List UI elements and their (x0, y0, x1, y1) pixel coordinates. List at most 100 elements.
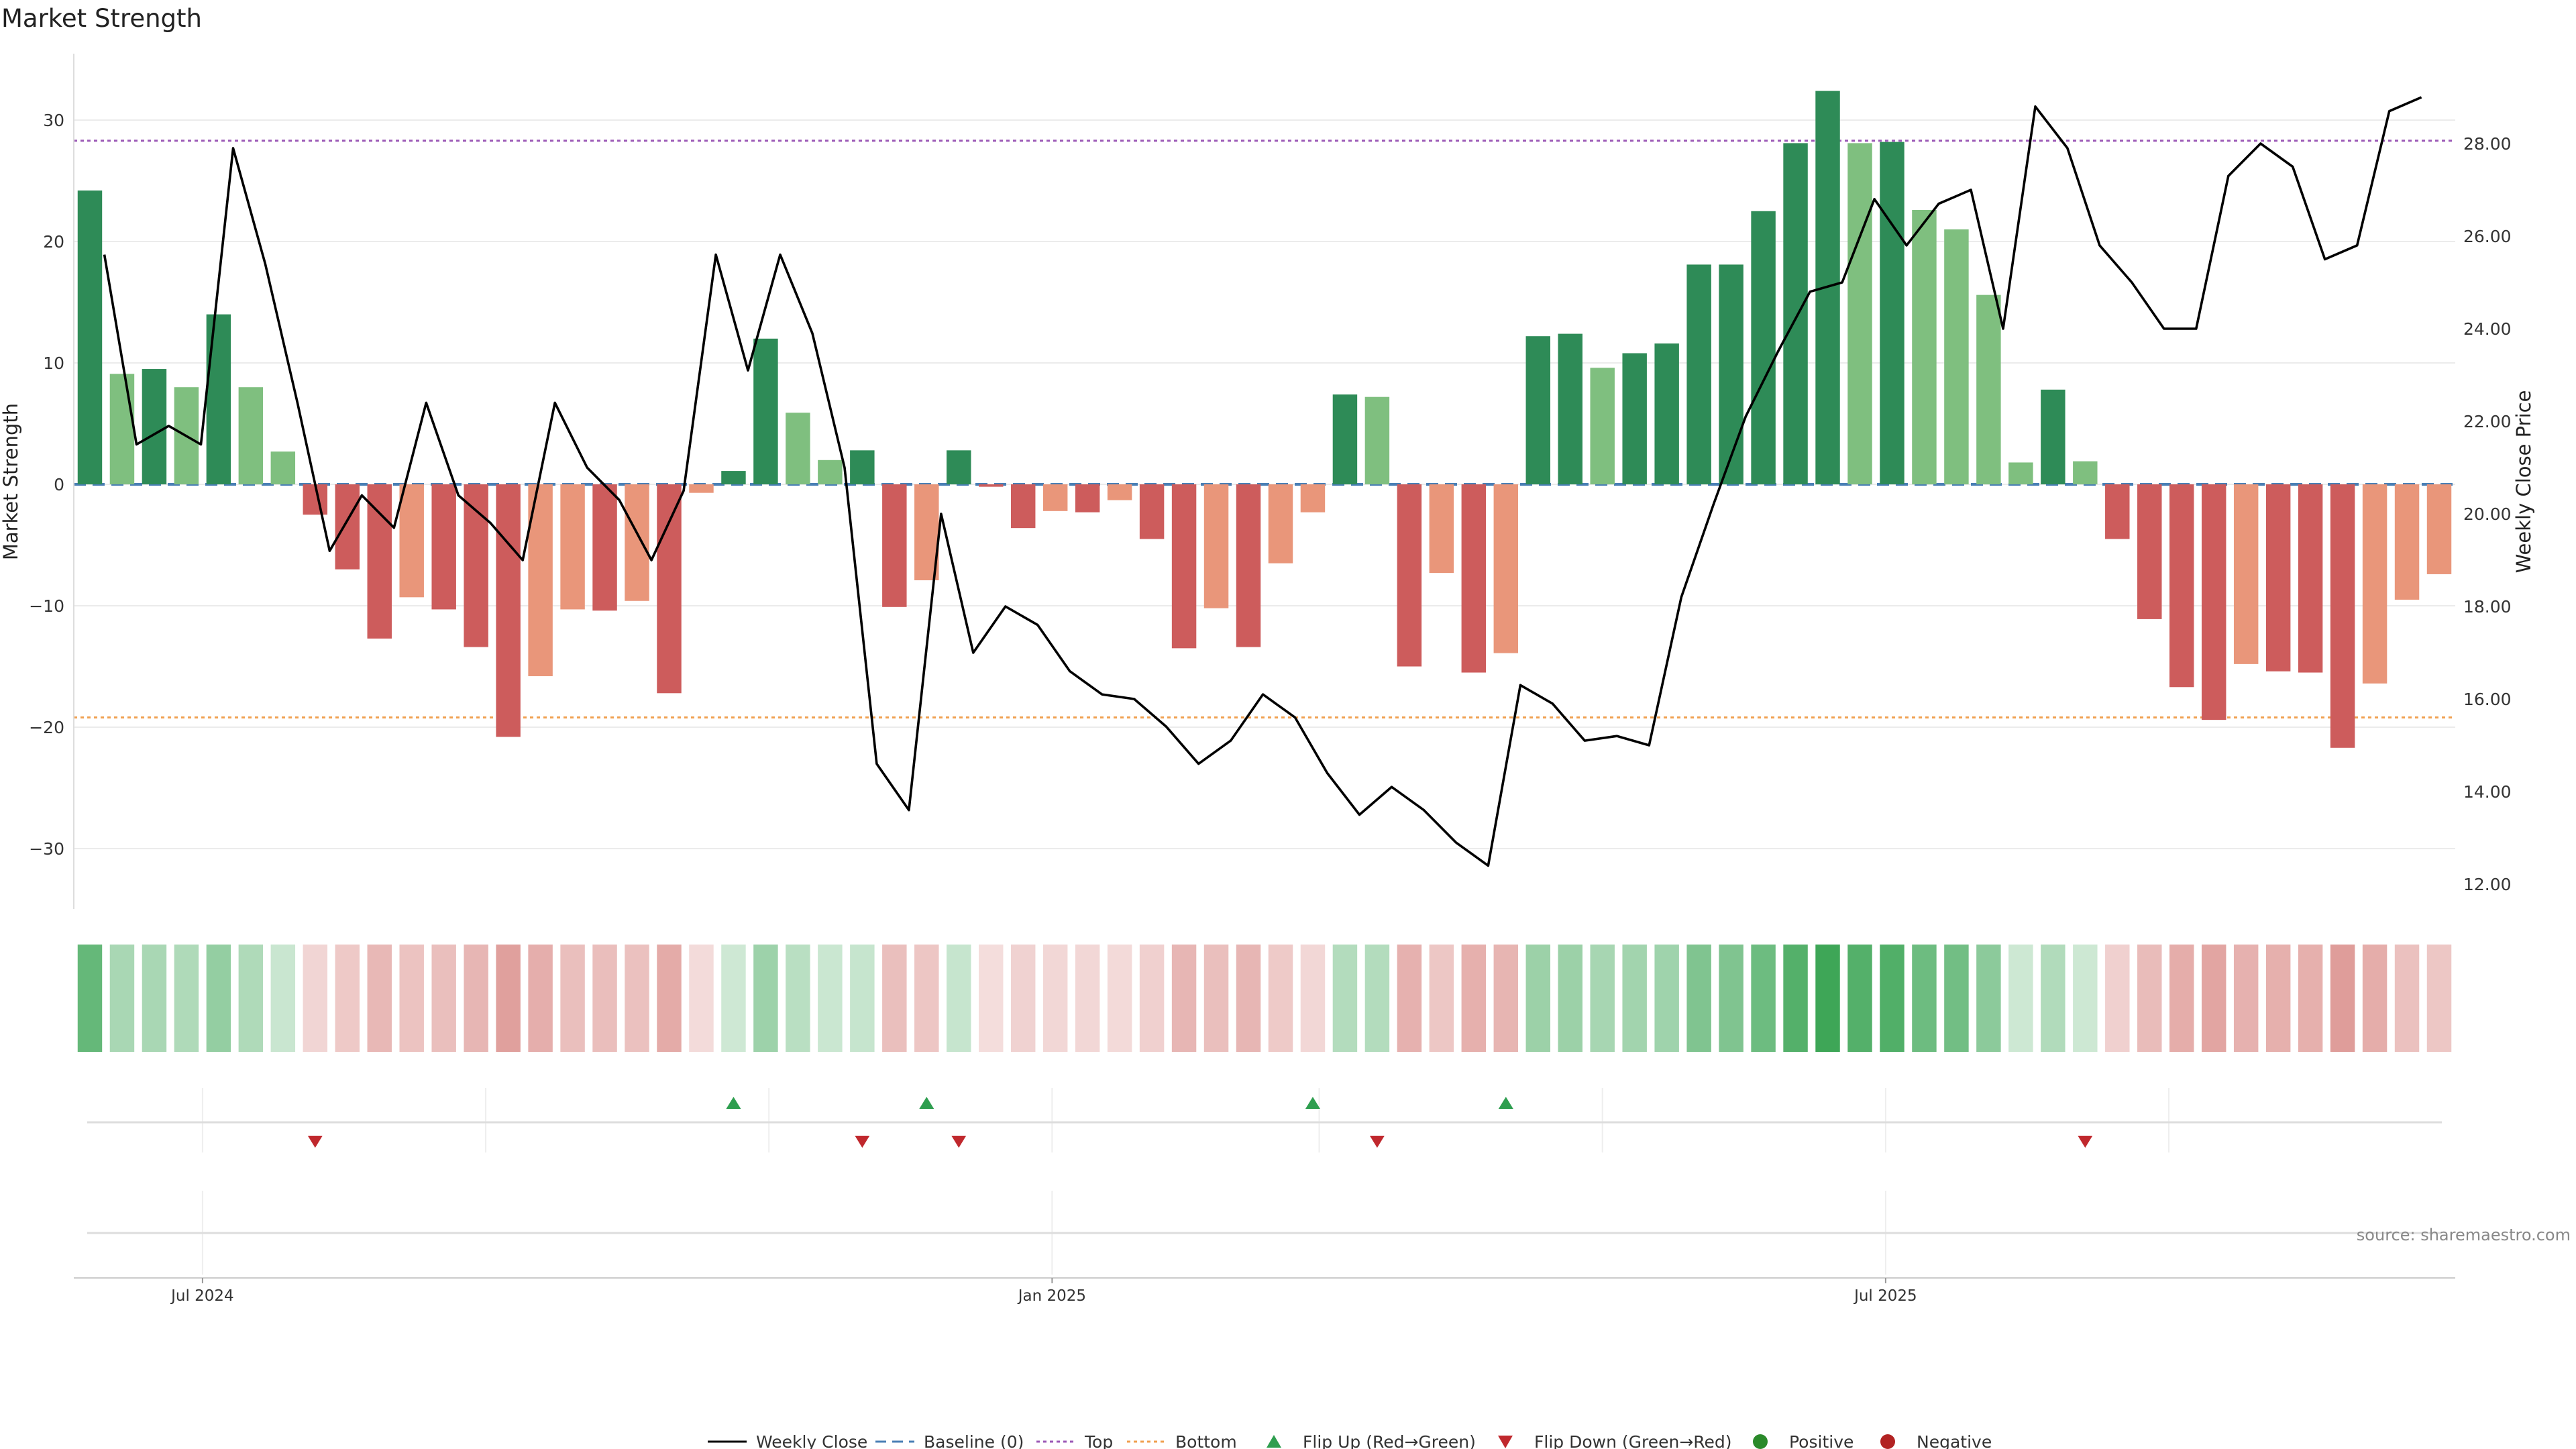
heat-cell (2008, 945, 2033, 1052)
strength-bar (657, 484, 682, 694)
heat-cell (1139, 945, 1165, 1052)
strength-bar (431, 484, 456, 610)
heat-cell (1558, 945, 1582, 1052)
strength-bar (1332, 394, 1358, 484)
heat-cell (1332, 945, 1358, 1052)
heat-cell (1493, 945, 1519, 1052)
flip-up-marker (1498, 1097, 1513, 1109)
strength-bar (142, 369, 167, 484)
legend-flip-down-icon (1498, 1436, 1513, 1448)
heat-cell (1783, 945, 1808, 1052)
strength-bar (1719, 264, 1743, 484)
heat-cell (1042, 945, 1068, 1052)
heat-cell (1010, 945, 1036, 1052)
heat-cell (882, 945, 907, 1052)
strength-bar (270, 451, 296, 484)
right-tick-label: 14.00 (2463, 782, 2512, 802)
strength-bar (1075, 484, 1100, 513)
heat-cell (1300, 945, 1326, 1052)
strength-bar (1493, 484, 1519, 653)
chart-title: Market Strength (1, 4, 202, 33)
right-tick-label: 20.00 (2463, 504, 2512, 524)
right-tick-label: 22.00 (2463, 412, 2512, 431)
heat-cell (109, 945, 135, 1052)
strength-bar (1171, 484, 1197, 649)
heat-cell (592, 945, 617, 1052)
strength-bar (2426, 484, 2452, 574)
strength-bar (2233, 484, 2259, 664)
strength-bar (721, 471, 746, 484)
strength-bar (947, 450, 971, 484)
left-tick-label: 30 (43, 111, 64, 130)
strength-bar (1139, 484, 1165, 539)
heat-cell (2041, 945, 2065, 1052)
strength-bar (1203, 484, 1229, 608)
strength-bar (1686, 264, 1711, 484)
strength-bar (335, 484, 360, 570)
strength-bar (1107, 484, 1132, 500)
strength-bar (2394, 484, 2420, 600)
heat-cell (1268, 945, 1293, 1052)
flip-up-marker (1305, 1097, 1320, 1109)
left-tick-label: −30 (29, 839, 64, 859)
heat-cell (1429, 945, 1454, 1052)
strength-bar (1461, 484, 1487, 673)
heat-cell (1622, 945, 1647, 1052)
reference-lines (74, 140, 2455, 719)
legend-positive-dot (1753, 1434, 1768, 1449)
legend-label: Bottom (1175, 1432, 1237, 1449)
flip-down-marker (1369, 1136, 1385, 1148)
strength-bar (2169, 484, 2194, 688)
heat-cell (1815, 945, 1840, 1052)
heat-cell (1847, 945, 1872, 1052)
axes: 30 20 10 0 −10 −20 −30 28.00 26.00 24.00 22.00 20.0… (29, 54, 2512, 909)
strength-bar (689, 484, 714, 493)
strength-bar (625, 484, 649, 601)
heat-cell (206, 945, 231, 1052)
flip-down-marker (855, 1136, 870, 1148)
date-tick-label: Jan 2025 (1017, 1287, 1086, 1305)
heat-cell (1686, 945, 1711, 1052)
strength-bar (2265, 484, 2291, 672)
right-tick-label: 16.00 (2463, 690, 2512, 709)
heat-cell (528, 945, 553, 1052)
strength-bar (850, 450, 875, 484)
strength-bar (1783, 143, 1808, 484)
strength-bar (1558, 333, 1582, 484)
strength-bar (1751, 211, 1776, 484)
right-axis-title: Weekly Close Price (2512, 390, 2535, 574)
heat-cell (270, 945, 296, 1052)
strength-bar (592, 484, 617, 611)
date-tick-label: Jul 2025 (1853, 1287, 1917, 1305)
flip-down-marker (951, 1136, 967, 1148)
left-tick-label: 10 (43, 354, 64, 373)
strength-bar (882, 484, 907, 607)
weekly-close-polyline (103, 96, 2422, 867)
heat-cell (1171, 945, 1197, 1052)
heat-cell (560, 945, 585, 1052)
legend-label: Weekly Close (756, 1432, 867, 1449)
heat-cell (2073, 945, 2098, 1052)
strength-bar (206, 314, 231, 484)
weekly-close-line (103, 96, 2422, 867)
heat-cell (496, 945, 521, 1052)
strength-bar (496, 484, 521, 737)
heat-cell (689, 945, 714, 1052)
flip-up-marker (726, 1097, 741, 1109)
strength-bar (2105, 484, 2130, 539)
heat-cell (142, 945, 167, 1052)
legend-negative-dot (1880, 1434, 1895, 1449)
strength-bar (1944, 229, 1969, 484)
strength-bar (1236, 484, 1261, 647)
heat-cell (979, 945, 1004, 1052)
heat-cell (1944, 945, 1969, 1052)
source-credit: source: sharemaestro.com (2357, 1226, 2571, 1244)
heat-cell (399, 945, 424, 1052)
strength-bar (367, 484, 392, 639)
heat-cell (1364, 945, 1390, 1052)
legend-label: Flip Down (Green→Red) (1534, 1432, 1732, 1449)
strength-bar (2041, 389, 2065, 484)
strength-bar (1042, 484, 1068, 511)
heat-cell (753, 945, 778, 1052)
